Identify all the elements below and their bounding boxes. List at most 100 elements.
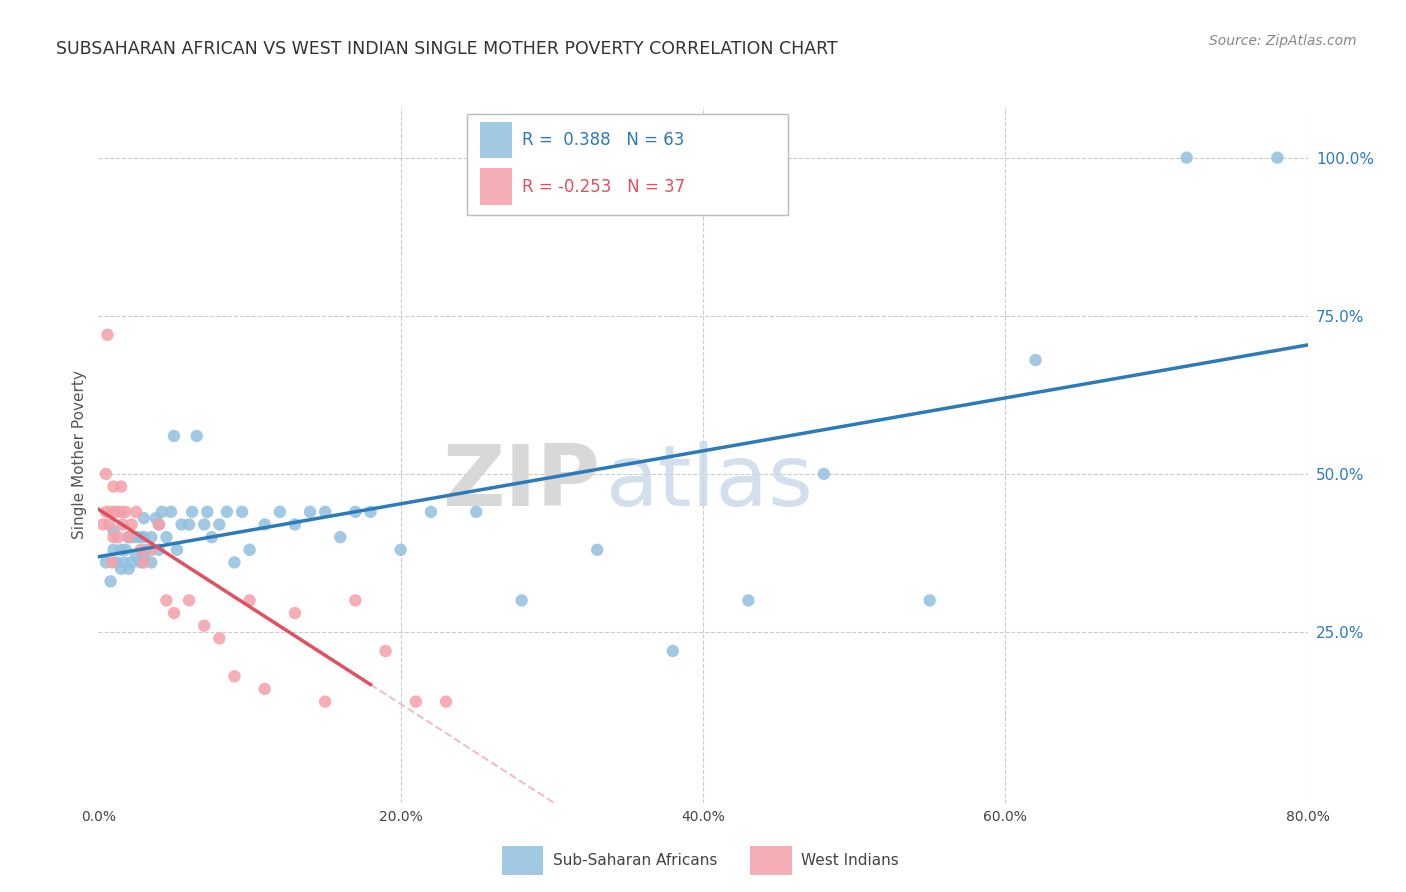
Point [299,505,322,519]
Point [1024,353,1046,368]
Point [103,479,125,493]
Point [179,593,201,607]
Point [103,542,125,557]
Y-axis label: Single Mother Poverty: Single Mother Poverty [72,370,87,540]
Point [103,524,125,538]
Point [420,505,443,519]
Point [269,505,291,519]
Point [239,542,262,557]
Point [135,542,157,557]
FancyBboxPatch shape [467,114,787,215]
Point [155,530,177,544]
Point [96,327,118,342]
Point [132,556,155,570]
Point [141,542,163,557]
Point [314,505,336,519]
Point [148,517,170,532]
Point [231,505,253,519]
Point [215,505,238,519]
Point [360,505,382,519]
Point [284,606,307,620]
Point [166,542,188,557]
Point [181,505,204,519]
Point [170,517,193,532]
Point [110,479,132,493]
Point [918,593,941,607]
Point [105,556,128,570]
Point [510,593,533,607]
Point [141,530,163,544]
Point [103,530,125,544]
Text: SUBSAHARAN AFRICAN VS WEST INDIAN SINGLE MOTHER POVERTY CORRELATION CHART: SUBSAHARAN AFRICAN VS WEST INDIAN SINGLE… [56,40,838,58]
Point [434,695,457,709]
Point [129,530,152,544]
Point [118,562,141,576]
Point [111,517,134,532]
Point [344,593,367,607]
Point [201,530,224,544]
Point [114,542,136,557]
Point [125,505,148,519]
Point [193,618,215,632]
Point [100,505,122,519]
Point [160,505,183,519]
Point [186,429,208,443]
Point [129,556,152,570]
Point [94,505,117,519]
Point [586,542,609,557]
Point [193,517,215,532]
Point [405,695,427,709]
Point [91,517,114,532]
FancyBboxPatch shape [502,846,543,875]
FancyBboxPatch shape [479,122,512,159]
Point [208,632,231,646]
Point [132,549,155,563]
Point [105,505,128,519]
Point [118,530,141,544]
Point [239,593,262,607]
Point [389,542,412,557]
Text: Sub-Saharan Africans: Sub-Saharan Africans [553,853,717,868]
Text: West Indians: West Indians [800,853,898,868]
Point [163,429,186,443]
Point [148,517,170,532]
FancyBboxPatch shape [479,169,512,205]
Point [284,517,307,532]
Point [98,517,121,532]
Point [121,530,143,544]
Point [132,530,155,544]
Point [314,695,336,709]
Point [125,530,148,544]
Text: Source: ZipAtlas.com: Source: ZipAtlas.com [1209,34,1357,48]
Point [1267,151,1289,165]
Point [112,556,135,570]
Point [163,606,186,620]
Point [374,644,396,658]
Point [141,556,163,570]
Point [344,505,367,519]
Point [101,556,124,570]
Point [465,505,488,519]
Point [329,530,352,544]
Point [103,505,125,519]
Point [155,593,177,607]
Text: R = -0.253   N = 37: R = -0.253 N = 37 [522,178,685,195]
Point [224,556,246,570]
Point [100,574,122,589]
Point [195,505,218,519]
Point [121,517,143,532]
Point [107,530,129,544]
Point [253,517,276,532]
Point [1175,151,1198,165]
Point [145,511,167,525]
Point [148,542,170,557]
Point [110,562,132,576]
Point [125,549,148,563]
Point [132,511,155,525]
Point [110,505,132,519]
Text: R =  0.388   N = 63: R = 0.388 N = 63 [522,131,685,149]
Point [114,505,136,519]
Text: ZIP: ZIP [443,442,600,524]
Point [110,542,132,557]
Point [662,644,685,658]
